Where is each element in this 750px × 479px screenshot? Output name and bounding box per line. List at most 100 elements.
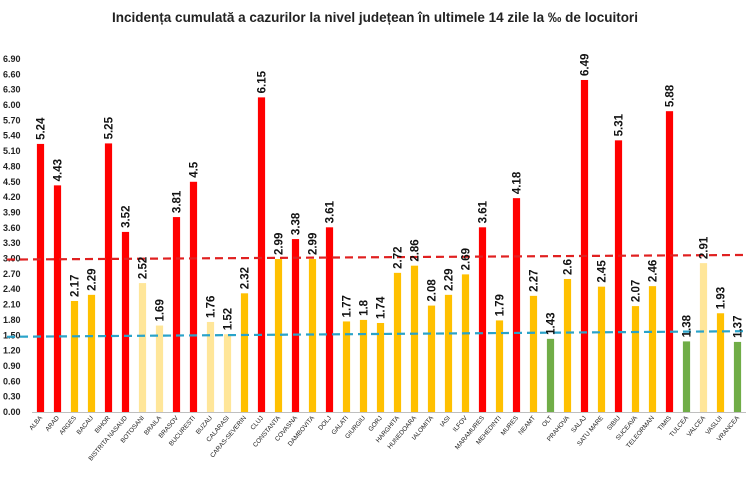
data-label: 1.93 <box>716 287 728 309</box>
bar-buzau <box>206 321 215 412</box>
bar-tulcea <box>682 341 691 412</box>
data-label: 2.52 <box>138 257 150 279</box>
data-label: 2.29 <box>87 268 99 290</box>
bar-harghita <box>393 272 402 412</box>
data-label: 4.18 <box>512 171 524 194</box>
data-label: 2.32 <box>240 267 252 289</box>
x-tick-label: TIMIS <box>657 415 673 433</box>
data-label: 1.43 <box>546 312 558 334</box>
reference-lines <box>6 253 749 338</box>
bar-calarasi <box>223 334 232 412</box>
bar-galati <box>342 321 351 412</box>
data-label: 1.38 <box>682 314 694 337</box>
data-label: 2.07 <box>631 280 643 302</box>
y-tick-label: 1.50 <box>3 330 21 340</box>
data-label: 3.52 <box>121 206 133 228</box>
x-tick-label: VALCEA <box>686 414 708 438</box>
data-label: 5.24 <box>36 117 48 140</box>
data-label: 6.49 <box>580 54 592 76</box>
x-tick-label: MURES <box>500 415 520 437</box>
bar-valcea <box>699 263 708 412</box>
bar-neamt <box>529 295 538 412</box>
bar-braila <box>155 325 164 412</box>
y-tick-label: 4.50 <box>3 177 21 187</box>
data-label: 2.6 <box>563 259 575 275</box>
bars-group <box>36 79 742 413</box>
y-tick-label: 2.40 <box>3 284 21 294</box>
data-label: 1.76 <box>206 296 218 318</box>
x-tick-label: ALBA <box>28 414 44 432</box>
bar-hunedoara <box>410 265 419 412</box>
data-labels: 5.24 4.43 2.17 2.29 5.25 3.52 2.52 1.69 3.81 4.5 1… <box>36 54 745 338</box>
y-tick-label: 6.30 <box>3 85 21 95</box>
bar-satu-mare <box>597 286 606 412</box>
bar-covasna <box>291 239 300 412</box>
y-tick-label: 0.90 <box>3 361 21 371</box>
bar-mures <box>512 198 521 412</box>
bar-bucuresti <box>189 181 198 412</box>
y-tick-label: 2.70 <box>3 269 21 279</box>
bar-dolj <box>325 227 334 412</box>
bar-prahova <box>563 278 572 412</box>
x-tick-label: CLUJ <box>249 415 265 432</box>
x-tick-label: BACAU <box>76 415 96 437</box>
bar-olt <box>546 338 555 412</box>
data-label: 3.61 <box>478 200 490 223</box>
bar-vrancea <box>733 341 742 412</box>
data-label: 2.99 <box>274 233 286 255</box>
bar-giurgiu <box>359 319 368 412</box>
y-tick-label: 0.00 <box>3 407 21 417</box>
data-label: 4.5 <box>189 161 201 178</box>
data-label: 2.91 <box>699 236 711 259</box>
bar-arad <box>53 185 62 412</box>
x-tick-label: ARGES <box>58 415 78 437</box>
bar-bistrita-nasaud <box>121 231 130 412</box>
data-label: 5.25 <box>104 116 116 139</box>
data-label: 2.27 <box>529 269 541 291</box>
bar-ialomita <box>427 305 436 412</box>
y-tick-label: 6.60 <box>3 69 21 79</box>
bar-timis <box>665 111 674 412</box>
data-label: 1.69 <box>155 299 167 321</box>
x-tick-label: DOLJ <box>317 415 333 432</box>
bar-constanta <box>274 259 283 412</box>
y-tick-label: 5.10 <box>3 146 21 156</box>
bar-bacau <box>87 294 96 412</box>
y-tick-label: 6.00 <box>3 100 21 110</box>
y-tick-label: 5.40 <box>3 131 21 141</box>
chart-title: Incidența cumulată a cazurilor la nivel … <box>112 10 638 25</box>
data-label: 2.69 <box>461 248 473 270</box>
bar-vaslui <box>716 313 725 412</box>
data-label: 1.37 <box>733 316 745 338</box>
bar-mehedinti <box>495 320 504 412</box>
data-label: 2.29 <box>444 268 456 290</box>
y-tick-label: 4.80 <box>3 161 21 171</box>
x-tick-label: SIBIU <box>606 415 622 433</box>
y-tick-label: 0.60 <box>3 376 21 386</box>
bar-ilfov <box>461 274 470 412</box>
bar-caras-severin <box>240 293 249 412</box>
data-label: 1.52 <box>223 308 235 330</box>
bar-botosani <box>138 283 147 412</box>
data-label: 2.99 <box>308 233 320 255</box>
data-label: 2.45 <box>597 260 609 283</box>
data-label: 5.31 <box>614 113 626 136</box>
x-tick-label: NEAMT <box>517 415 537 437</box>
y-tick-label: 3.60 <box>3 223 21 233</box>
bar-gorj <box>376 322 385 412</box>
data-label: 3.38 <box>291 212 303 235</box>
data-label: 1.74 <box>376 296 388 319</box>
data-label: 1.8 <box>359 299 371 316</box>
data-label: 2.17 <box>70 275 82 297</box>
y-tick-label: 3.90 <box>3 207 21 217</box>
x-tick-label: OLT <box>541 415 554 429</box>
y-tick-label: 3.30 <box>3 238 21 248</box>
bar-salaj <box>580 79 589 412</box>
x-tick-label: IASI <box>439 415 452 429</box>
data-label: 2.46 <box>648 260 660 282</box>
data-label: 1.79 <box>495 294 507 316</box>
y-tick-label: 6.90 <box>3 54 21 64</box>
y-tick-label: 1.80 <box>3 315 21 325</box>
